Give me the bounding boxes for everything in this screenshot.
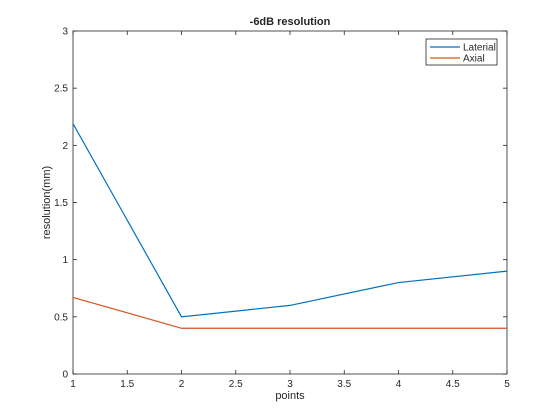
x-tick-label: 4	[396, 379, 402, 390]
series-line-0	[72, 123, 508, 318]
x-axis-label: points	[275, 390, 305, 402]
x-tick-label: 3	[287, 379, 293, 390]
x-tick-label: 5	[504, 379, 510, 390]
legend-label-1: Axial	[463, 54, 485, 65]
y-tick-label: 2.5	[54, 84, 68, 95]
legend-box	[425, 38, 498, 66]
x-tick-label: 1.5	[120, 379, 134, 390]
y-tick-label: 3	[62, 27, 68, 38]
legend-label-0: Laterial	[463, 43, 496, 54]
series-line-1	[72, 296, 507, 329]
x-tick-label: 2.5	[229, 379, 243, 390]
series-layer	[72, 123, 508, 329]
x-tick-label: 2	[179, 379, 185, 390]
plot-area	[72, 30, 508, 375]
y-axis-label: resolution(mm)	[41, 166, 53, 239]
chart-title: -6dB resolution	[250, 16, 331, 28]
y-axis-ticks: 0 0.5 1 1.5 2 2.5 3	[54, 27, 507, 381]
x-axis-ticks: 1 1.5 2 2.5 3 3.5 4 4.5 5	[70, 31, 510, 390]
x-tick-label: 3.5	[337, 379, 351, 390]
y-tick-label: 2	[62, 141, 68, 152]
y-tick-label: 1.5	[54, 198, 68, 209]
x-tick-label: 4.5	[446, 379, 460, 390]
y-tick-label: 0.5	[54, 312, 68, 323]
y-tick-label: 0	[62, 370, 68, 381]
y-tick-label: 1	[62, 255, 68, 266]
x-tick-label: 1	[70, 379, 76, 390]
